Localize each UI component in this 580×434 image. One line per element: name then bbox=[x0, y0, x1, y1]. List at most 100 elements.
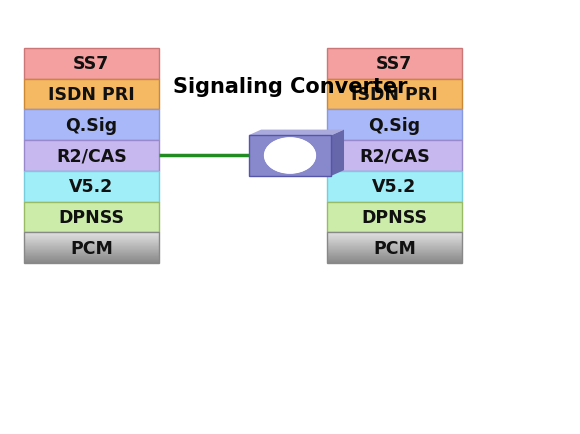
Text: PCM: PCM bbox=[373, 239, 416, 257]
Polygon shape bbox=[331, 130, 344, 176]
Bar bbox=[24, 259, 158, 260]
Bar bbox=[24, 241, 158, 242]
Bar bbox=[24, 171, 158, 202]
Bar bbox=[24, 250, 158, 251]
Text: V5.2: V5.2 bbox=[69, 178, 114, 196]
Bar bbox=[327, 251, 462, 252]
Bar bbox=[327, 239, 462, 240]
Bar bbox=[24, 262, 158, 263]
Bar bbox=[327, 232, 462, 233]
Bar bbox=[24, 247, 158, 248]
Bar bbox=[327, 262, 462, 263]
Bar bbox=[24, 260, 158, 261]
Bar bbox=[327, 248, 462, 249]
Text: R2/CAS: R2/CAS bbox=[359, 147, 430, 165]
Bar bbox=[327, 171, 462, 202]
Bar bbox=[24, 246, 158, 247]
Bar bbox=[24, 236, 158, 237]
Bar bbox=[24, 251, 158, 253]
Bar bbox=[24, 241, 158, 243]
Bar bbox=[327, 241, 462, 242]
Text: Signaling Converter: Signaling Converter bbox=[173, 77, 407, 97]
Text: Q.Sig: Q.Sig bbox=[66, 116, 117, 135]
Bar bbox=[327, 243, 462, 244]
Text: ISDN PRI: ISDN PRI bbox=[48, 86, 135, 104]
Bar bbox=[327, 238, 462, 240]
Bar bbox=[327, 261, 462, 263]
Bar bbox=[24, 255, 158, 256]
Ellipse shape bbox=[265, 139, 315, 173]
Bar bbox=[327, 242, 462, 243]
Bar bbox=[24, 239, 158, 240]
Text: V5.2: V5.2 bbox=[372, 178, 416, 196]
Bar bbox=[327, 236, 462, 237]
Bar bbox=[24, 242, 158, 243]
Bar bbox=[24, 141, 158, 171]
Bar bbox=[24, 245, 158, 246]
Bar bbox=[327, 234, 462, 235]
Bar bbox=[24, 232, 158, 233]
Bar bbox=[327, 248, 462, 250]
Bar bbox=[24, 254, 158, 255]
Bar bbox=[327, 237, 462, 238]
Bar bbox=[327, 233, 462, 263]
Bar bbox=[24, 49, 158, 79]
Bar bbox=[327, 247, 462, 248]
Bar bbox=[24, 233, 158, 263]
Bar bbox=[24, 261, 158, 263]
Text: DPNSS: DPNSS bbox=[361, 208, 427, 227]
Bar bbox=[327, 260, 462, 261]
Bar bbox=[327, 261, 462, 262]
Bar bbox=[327, 255, 462, 256]
Text: SS7: SS7 bbox=[376, 55, 412, 73]
Bar bbox=[24, 261, 158, 262]
Bar bbox=[24, 240, 158, 241]
Bar bbox=[24, 79, 158, 110]
Bar bbox=[327, 238, 462, 239]
Bar bbox=[24, 237, 158, 238]
Bar bbox=[327, 256, 462, 257]
Bar bbox=[327, 245, 462, 246]
Bar bbox=[327, 241, 462, 243]
Bar bbox=[24, 244, 158, 245]
Text: DPNSS: DPNSS bbox=[59, 208, 124, 227]
Bar bbox=[249, 136, 331, 176]
Bar bbox=[327, 235, 462, 237]
Text: PCM: PCM bbox=[70, 239, 113, 257]
Bar bbox=[24, 245, 158, 247]
Bar bbox=[24, 238, 158, 240]
Bar bbox=[24, 235, 158, 236]
Text: ISDN PRI: ISDN PRI bbox=[351, 86, 438, 104]
Bar bbox=[24, 252, 158, 253]
Bar bbox=[24, 202, 158, 233]
Bar bbox=[24, 248, 158, 250]
Bar bbox=[327, 253, 462, 254]
Bar bbox=[327, 250, 462, 251]
Bar bbox=[24, 257, 158, 258]
Bar bbox=[24, 110, 158, 141]
Bar bbox=[327, 255, 462, 256]
Bar bbox=[24, 253, 158, 254]
Bar bbox=[327, 252, 462, 253]
Bar bbox=[327, 258, 462, 259]
Bar bbox=[24, 234, 158, 235]
Bar bbox=[327, 251, 462, 253]
Bar bbox=[24, 235, 158, 237]
Bar bbox=[24, 248, 158, 249]
Bar bbox=[327, 240, 462, 241]
Bar bbox=[327, 258, 462, 260]
Bar bbox=[24, 251, 158, 252]
Bar bbox=[327, 244, 462, 245]
Bar bbox=[327, 245, 462, 247]
Bar bbox=[327, 246, 462, 247]
Bar bbox=[327, 202, 462, 233]
Bar bbox=[24, 258, 158, 259]
Bar bbox=[327, 259, 462, 260]
Bar bbox=[327, 233, 462, 234]
Bar bbox=[24, 255, 158, 256]
Bar bbox=[327, 257, 462, 258]
Bar bbox=[327, 235, 462, 236]
Bar bbox=[327, 79, 462, 110]
Polygon shape bbox=[249, 130, 344, 136]
Bar bbox=[24, 256, 158, 257]
